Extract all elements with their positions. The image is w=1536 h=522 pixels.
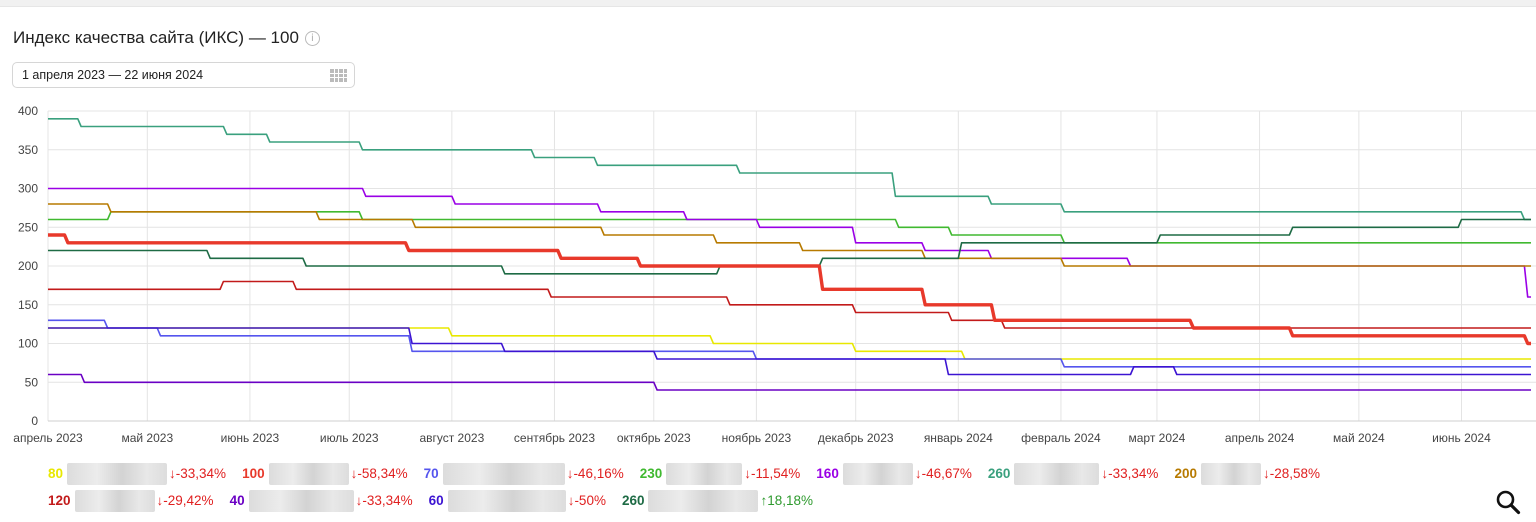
blurred-site-name: [268, 462, 349, 485]
x-tick-label: апрель 2023: [13, 431, 83, 445]
blurred-site-name: [1014, 462, 1100, 485]
x-tick-label: июль 2023: [320, 431, 379, 445]
info-icon[interactable]: i: [304, 30, 320, 46]
legend-change: ↓-46,67%: [914, 466, 972, 481]
legend-value: 230: [639, 466, 663, 481]
y-tick-label: 50: [25, 375, 39, 389]
line-chart: 0 50 100 150 200 250 300 350 400 апрель 2023 май 2…: [13, 104, 1536, 445]
series-line-160[interactable]: [48, 187, 1531, 298]
legend-change: ↓-58,34%: [350, 466, 408, 481]
x-tick-label: сентябрь 2023: [514, 431, 595, 445]
legend-change: ↓-11,54%: [744, 466, 801, 481]
legend-value: 260: [621, 493, 645, 508]
series-line-120[interactable]: [48, 280, 1531, 329]
x-tick-label: октябрь 2023: [617, 431, 691, 445]
top-bar: [0, 0, 1536, 7]
series-line-80[interactable]: [48, 327, 1531, 360]
y-tick-label: 200: [18, 259, 38, 273]
x-tick-label: декабрь 2023: [818, 431, 894, 445]
series-line-40[interactable]: [48, 373, 1531, 391]
legend-change: ↓-33,34%: [355, 493, 413, 508]
legend-item[interactable]: 200 ↓-28,58%: [1174, 462, 1321, 485]
legend-value: 120: [48, 493, 71, 508]
legend-value: 200: [1174, 466, 1197, 481]
legend-item[interactable]: 260 ↓-33,34%: [987, 462, 1159, 485]
x-tick-label: февраль 2024: [1021, 431, 1101, 445]
legend-item[interactable]: 260 ↑18,18%: [621, 489, 814, 512]
legend-value: 70: [423, 466, 439, 481]
page-title: Индекс качества сайта (ИКС) — 100: [13, 28, 299, 47]
legend-change: ↓-33,34%: [169, 466, 227, 481]
legend-change: ↓-33,34%: [1101, 466, 1159, 481]
search-icon[interactable]: [1495, 489, 1521, 515]
chart-header: Индекс качества сайта (ИКС) — 100 i: [13, 28, 320, 48]
legend-value: 100: [242, 466, 265, 481]
legend-value: 260: [987, 466, 1011, 481]
blurred-site-name: [447, 489, 566, 512]
series-line-100[interactable]: [48, 233, 1531, 346]
series-line-260[interactable]: [48, 218, 1531, 275]
legend-value: 60: [428, 493, 444, 508]
legend-value: 80: [48, 466, 64, 481]
blurred-site-name: [648, 489, 759, 512]
legend-item[interactable]: 120 ↓-29,42%: [48, 489, 214, 512]
series-line-200[interactable]: [48, 203, 1531, 267]
x-tick-label: август 2023: [419, 431, 484, 445]
series-line-60[interactable]: [48, 327, 1531, 376]
legend-value: 40: [229, 493, 245, 508]
x-tick-label: январь 2024: [924, 431, 993, 445]
chart-legend: 80 ↓-33,34% 100 ↓-58,34% 70 ↓-46,16% 230 ↓-11,5…: [48, 460, 1488, 514]
y-tick-label: 250: [18, 220, 38, 234]
y-tick-label: 350: [18, 143, 38, 157]
y-tick-label: 300: [18, 182, 38, 196]
series-line-230[interactable]: [48, 211, 1531, 244]
legend-item[interactable]: 60 ↓-50%: [428, 489, 606, 512]
blurred-site-name: [1200, 462, 1261, 485]
series-line-260[interactable]: [48, 118, 1531, 221]
x-tick-label: июнь 2024: [1432, 431, 1491, 445]
legend-change: ↓-29,42%: [156, 493, 214, 508]
y-tick-label: 0: [31, 414, 38, 428]
calendar-icon[interactable]: [330, 69, 347, 82]
legend-item[interactable]: 80 ↓-33,34%: [48, 462, 227, 485]
legend-item[interactable]: 230 ↓-11,54%: [639, 462, 801, 485]
blurred-site-name: [442, 462, 565, 485]
legend-change: ↓-46,16%: [566, 466, 624, 481]
blurred-site-name: [248, 489, 354, 512]
blurred-site-name: [67, 462, 168, 485]
x-tick-label: апрель 2024: [1225, 431, 1295, 445]
date-range-picker[interactable]: 1 апреля 2023 — 22 июня 2024: [12, 62, 355, 88]
legend-row: 80 ↓-33,34% 100 ↓-58,34% 70 ↓-46,16% 230 ↓-11,5…: [48, 460, 1488, 487]
x-tick-label: ноябрь 2023: [722, 431, 792, 445]
x-tick-label: июнь 2023: [221, 431, 280, 445]
blurred-site-name: [74, 489, 155, 512]
legend-item[interactable]: 160 ↓-46,67%: [816, 462, 972, 485]
x-tick-label: май 2024: [1333, 431, 1385, 445]
legend-item[interactable]: 100 ↓-58,34%: [242, 462, 408, 485]
y-tick-label: 100: [18, 337, 38, 351]
x-tick-label: май 2023: [121, 431, 173, 445]
legend-row: 120 ↓-29,42% 40 ↓-33,34% 60 ↓-50% 260 ↑18,18%: [48, 487, 1488, 514]
legend-change: ↑18,18%: [760, 493, 814, 508]
legend-item[interactable]: 40 ↓-33,34%: [229, 489, 413, 512]
blurred-site-name: [842, 462, 913, 485]
blurred-site-name: [666, 462, 743, 485]
legend-change: ↓-28,58%: [1262, 466, 1321, 481]
legend-change: ↓-50%: [567, 493, 606, 508]
date-range-value: 1 апреля 2023 — 22 июня 2024: [22, 68, 204, 82]
legend-item[interactable]: 70 ↓-46,16%: [423, 462, 624, 485]
x-tick-label: март 2024: [1129, 431, 1186, 445]
y-tick-label: 400: [18, 104, 38, 118]
series-line-70[interactable]: [48, 319, 1531, 368]
legend-value: 160: [816, 466, 839, 481]
y-tick-label: 150: [18, 298, 38, 312]
